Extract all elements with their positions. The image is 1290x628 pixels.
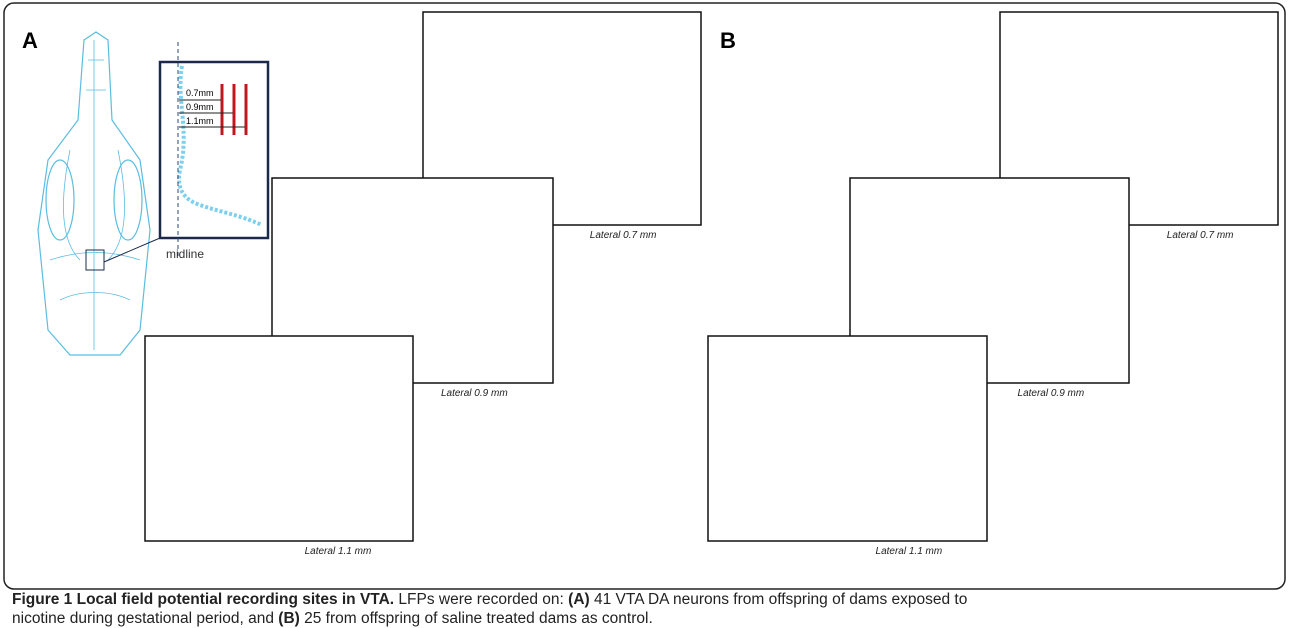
inset: 0.7mm 0.9mm 1.1mm midline (160, 42, 268, 261)
connector (104, 238, 160, 262)
caption-title: Figure 1 Local field potential recording… (12, 591, 394, 608)
atlas-section: frPFRPBPrsVTAcPIFtthPNmpmlIP89-5-6-7Late… (657, 316, 987, 557)
section-caption: Lateral 1.1 mm (876, 546, 943, 557)
distance-label: 0.7mm (186, 88, 214, 98)
figure-caption: Figure 1 Local field potential recording… (12, 590, 1282, 628)
midline-label: midline (166, 247, 204, 261)
section-caption: Lateral 0.9 mm (441, 388, 508, 399)
section-caption: Lateral 0.7 mm (590, 230, 657, 241)
figure: 0.7mm 0.9mm 1.1mm midline frPFRPBPrsVTAc… (0, 0, 1290, 592)
distance-label: 1.1mm (186, 116, 214, 126)
caption-text: 25 from offspring of saline treated dams… (300, 610, 653, 627)
caption-text: LFPs were recorded on: (398, 591, 568, 608)
skull-detail (50, 40, 140, 350)
section-caption: Lateral 0.9 mm (1018, 388, 1085, 399)
caption-text: (B) (278, 610, 300, 627)
skull (38, 32, 150, 355)
distance-label: 0.9mm (186, 102, 214, 112)
atlas-section: frPFRPBPrsVTAcPIFtthPNmpmlIP89-5-6-7Late… (96, 316, 413, 557)
atlas-sections: frPFRPBPrsVTAcPIFtthPNmpmlIP89-6-7Latera… (96, 0, 1278, 557)
caption-text: nicotine during gestational period, and (12, 610, 278, 627)
caption-text: 41 VTA DA neurons from offspring of dams… (590, 591, 968, 608)
page: 0.7mm 0.9mm 1.1mm midline frPFRPBPrsVTAc… (0, 0, 1290, 628)
panel-label: A (22, 28, 38, 53)
skull-orbit (46, 160, 74, 240)
section-frame-fill (145, 336, 413, 541)
section-caption: Lateral 0.7 mm (1167, 230, 1234, 241)
section-caption: Lateral 1.1 mm (305, 546, 372, 557)
inset-frame (160, 62, 268, 238)
panel-label: B (720, 28, 736, 53)
section-frame-fill (708, 336, 987, 541)
caption-text: (A) (568, 591, 590, 608)
skull-orbit (114, 160, 142, 240)
